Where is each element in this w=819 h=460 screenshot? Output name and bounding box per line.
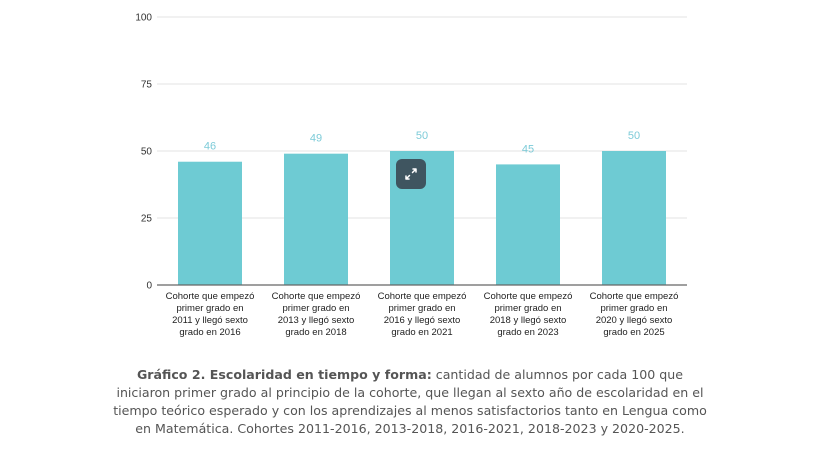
x-tick-label-line: grado en 2025 [603,327,664,338]
chart-caption: Gráfico 2. Escolaridad en tiempo y forma… [110,366,710,438]
bar [602,151,666,285]
bar [178,161,242,285]
x-tick-label: Cohorte que empezó primer grado en 2020 y … [590,291,679,338]
x-tick-label: Cohorte que empezó primer grado en 2016 y … [378,291,467,338]
x-tick-label-line: 2020 y llegó sexto [596,315,673,326]
y-tick-label: 50 [141,147,153,158]
x-tick-label-line: 2018 y llegó sexto [490,315,567,326]
x-tick-label: Cohorte que empezó primer grado en 2018 y … [484,291,573,338]
x-tick-label-line: Cohorte que empezó [272,291,361,302]
bar [496,164,560,285]
caption-text: cantidad de alumnos por cada 100 que ini… [113,367,707,436]
x-tick-label-line: grado en 2021 [391,327,452,338]
y-tick-label: 25 [141,214,153,225]
y-tick-label: 100 [135,13,152,24]
x-tick-label-line: primer grado en [282,303,349,314]
data-label: 49 [310,133,322,145]
x-tick-label-line: primer grado en [388,303,455,314]
x-tick-label-line: primer grado en [600,303,667,314]
x-tick-label-line: grado en 2018 [285,327,346,338]
data-label: 50 [628,130,640,142]
x-tick-label: Cohorte que empezó primer grado en 2011 y … [166,291,255,338]
y-tick-label: 0 [146,281,152,292]
x-tick-label-line: Cohorte que empezó [590,291,679,302]
chart: 0 25 50 75 100 46 Cohorte que empezó primer gra… [135,13,687,338]
x-tick-label-line: Cohorte que empezó [378,291,467,302]
x-tick-label-line: grado en 2016 [179,327,240,338]
x-tick-label-line: 2016 y llegó sexto [384,315,461,326]
x-tick-label: Cohorte que empezó primer grado en 2013 y … [272,291,361,338]
data-label: 50 [416,130,428,142]
caption-title: Gráfico 2. Escolaridad en tiempo y forma… [136,367,432,382]
x-tick-label-line: 2011 y llegó sexto [172,315,248,326]
expand-button[interactable] [396,159,426,189]
data-label: 45 [522,143,534,155]
x-tick-label-line: grado en 2023 [497,327,558,338]
x-tick-label-line: 2013 y llegó sexto [278,315,355,326]
bar [284,153,348,285]
x-tick-label-line: Cohorte que empezó [484,291,573,302]
x-tick-label-line: primer grado en [176,303,243,314]
x-tick-label-line: primer grado en [494,303,561,314]
y-tick-label: 75 [141,80,153,91]
x-tick-label-line: Cohorte que empezó [166,291,255,302]
data-label: 46 [204,141,216,153]
expand-icon [405,168,417,180]
